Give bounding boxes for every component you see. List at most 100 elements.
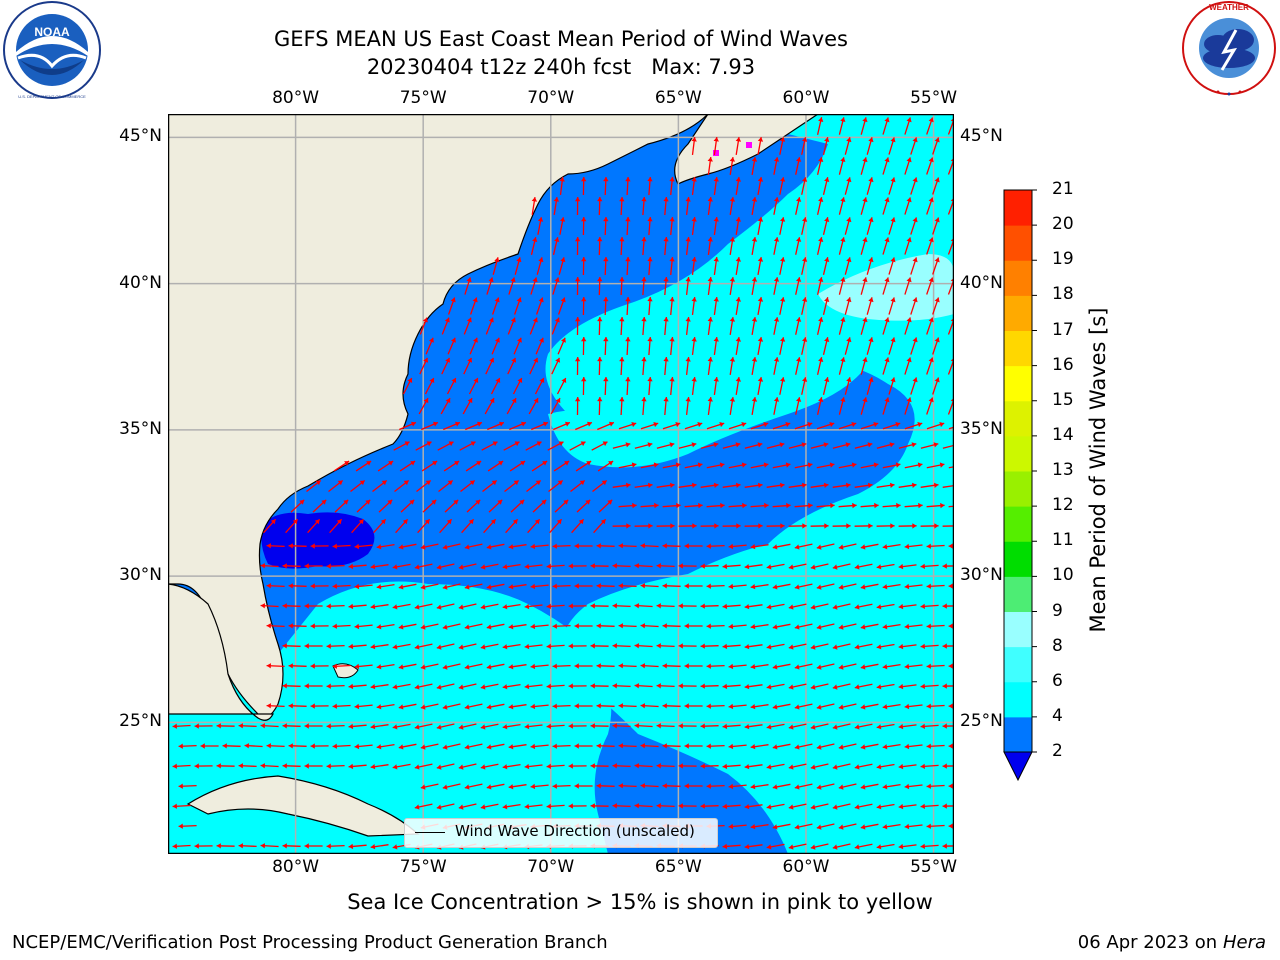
- wave-direction-arrowhead: [744, 644, 750, 650]
- wave-direction-arrowhead: [846, 137, 852, 143]
- colorbar-tick-label: 17: [1052, 319, 1074, 340]
- wave-direction-arrowhead: [640, 623, 645, 629]
- wave-direction-arrowhead: [299, 499, 305, 505]
- lon-tick-label-top: 75°W: [399, 88, 447, 108]
- wave-direction-arrowhead: [590, 683, 595, 689]
- wave-direction-arrowhead: [838, 544, 844, 550]
- wave-direction-arrowhead: [906, 397, 912, 403]
- wave-direction-arrowhead: [348, 683, 354, 690]
- wave-direction-arrowhead: [906, 117, 912, 123]
- wave-direction-arrowhead: [750, 624, 756, 630]
- wave-direction-arrowhead: [707, 237, 713, 242]
- wave-direction-arrowhead: [473, 378, 479, 383]
- lat-tick-label-left: 30°N: [119, 565, 162, 586]
- wave-direction-arrowhead: [608, 461, 614, 466]
- wave-direction-arrowhead: [178, 783, 183, 789]
- bahamas-land: [332, 663, 359, 679]
- wave-direction-arrowhead: [662, 743, 667, 749]
- wave-direction-arrowhead: [392, 684, 398, 690]
- wave-direction-arrowhead: [524, 643, 530, 650]
- wave-direction-arrowhead: [282, 723, 287, 729]
- wave-direction-arrowhead: [906, 357, 912, 363]
- wave-direction-arrowhead: [488, 317, 494, 323]
- wave-direction-arrowhead: [757, 137, 764, 142]
- wave-direction-arrowhead: [238, 763, 243, 769]
- wave-direction-arrowhead: [942, 603, 947, 609]
- wave-direction-arrowhead: [691, 217, 697, 222]
- wave-direction-arrowhead: [543, 421, 548, 427]
- wave-direction-arrowhead: [678, 603, 683, 609]
- wave-direction-arrowhead: [466, 277, 472, 283]
- wave-direction-arrowhead: [380, 519, 386, 525]
- wave-direction-arrowhead: [728, 743, 734, 750]
- wave-direction-arrowhead: [810, 644, 816, 650]
- national-weather-service-logo: WEATHER: [1182, 1, 1276, 96]
- wave-direction-arrowhead: [862, 277, 868, 283]
- wave-direction-arrowhead: [656, 643, 661, 649]
- wave-direction-arrowhead: [663, 357, 669, 362]
- wave-direction-arrowhead: [310, 583, 315, 589]
- wave-direction-arrowhead: [829, 422, 835, 428]
- wave-direction-arrowhead: [238, 723, 243, 729]
- wave-direction-arrowhead: [912, 482, 917, 488]
- wave-direction-arrowhead: [862, 357, 868, 363]
- wave-direction-arrowhead: [568, 803, 573, 809]
- wave-direction-arrowhead: [904, 583, 910, 590]
- wave-direction-arrowhead: [546, 763, 551, 769]
- wave-direction-arrowhead: [697, 422, 703, 428]
- sea-ice-note: Sea Ice Concentration > 15% is shown in …: [347, 890, 933, 914]
- colorbar-tick-label: 15: [1052, 389, 1074, 410]
- wave-direction-arrowhead: [706, 783, 711, 789]
- wave-direction-arrowhead: [574, 663, 579, 669]
- wave-direction-arrowhead: [575, 357, 581, 362]
- wave-direction-arrowhead: [779, 177, 786, 182]
- wave-direction-arrowhead: [398, 544, 404, 550]
- wave-direction-arrowhead: [292, 519, 298, 525]
- wave-direction-arrowhead: [641, 237, 647, 242]
- wave-direction-arrowhead: [260, 843, 265, 849]
- wave-direction-arrowhead: [722, 683, 728, 690]
- wave-direction-arrowhead: [431, 499, 437, 505]
- wave-direction-arrowhead: [656, 803, 661, 809]
- wave-direction-arrowhead: [926, 823, 931, 829]
- wave-direction-arrowhead: [178, 823, 183, 829]
- wave-direction-arrowhead: [868, 177, 874, 183]
- wave-direction-arrowhead: [495, 337, 500, 343]
- wave-direction-arrowhead: [304, 643, 309, 649]
- wave-direction-arrowhead: [590, 803, 595, 809]
- wave-direction-arrowhead: [912, 137, 918, 143]
- wave-direction-arrowhead: [508, 664, 514, 670]
- wave-direction-arrowhead: [860, 824, 866, 830]
- wave-direction-arrowhead: [447, 480, 453, 486]
- wave-direction-arrowhead: [575, 317, 581, 322]
- wave-direction-arrowhead: [920, 843, 925, 849]
- wave-direction-arrowhead: [838, 664, 844, 670]
- wave-direction-arrowhead: [216, 763, 221, 769]
- wave-direction-arrowhead: [860, 784, 866, 790]
- wave-direction-arrowhead: [326, 763, 331, 769]
- wave-direction-arrowhead: [713, 137, 719, 142]
- wave-direction-arrowhead: [444, 317, 450, 323]
- wave-direction-arrowhead: [326, 723, 331, 729]
- wave-direction-arrowhead: [796, 157, 802, 162]
- wave-direction-arrowhead: [216, 723, 221, 729]
- sea-ice-pixel: [746, 142, 752, 148]
- colorbar-title: Mean Period of Wind Waves [s]: [1086, 307, 1110, 633]
- wave-direction-arrowhead: [451, 337, 456, 343]
- wave-direction-arrowhead: [874, 502, 879, 509]
- wave-direction-arrowhead: [656, 723, 661, 729]
- wave-direction-arrowhead: [890, 377, 896, 383]
- wave-direction-arrowhead: [370, 844, 376, 850]
- wave-direction-arrowhead: [631, 462, 637, 468]
- wave-direction-arrowhead: [928, 317, 934, 323]
- wave-direction-arrowhead: [898, 563, 904, 570]
- wave-direction-arrowhead: [898, 723, 904, 730]
- wave-direction-arrowhead: [619, 237, 625, 242]
- wave-direction-arrowhead: [480, 804, 486, 810]
- wave-direction-arrowhead: [564, 461, 570, 466]
- wave-direction-arrowhead: [714, 523, 719, 529]
- wave-direction-arrowhead: [488, 277, 494, 283]
- wave-direction-arrowhead: [442, 744, 448, 750]
- wave-direction-arrowhead: [376, 584, 382, 590]
- wave-direction-arrowhead: [392, 644, 398, 650]
